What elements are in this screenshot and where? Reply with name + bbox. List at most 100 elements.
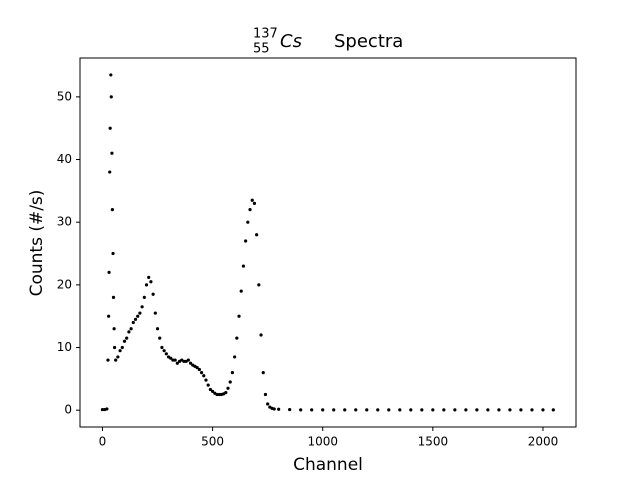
title-mass-number: 137 (253, 27, 278, 42)
data-point (235, 336, 239, 340)
data-point (215, 392, 219, 397)
data-point (354, 408, 358, 412)
data-point (204, 378, 208, 382)
data-point (106, 358, 110, 362)
data-point (151, 292, 155, 296)
data-point (109, 95, 113, 99)
data-point (186, 358, 190, 362)
data-point (100, 407, 105, 412)
data-point (125, 336, 129, 340)
data-point (169, 356, 173, 360)
x-tick-label: 0 (99, 435, 107, 449)
data-point (136, 314, 140, 318)
data-point (486, 408, 490, 412)
data-point (110, 151, 114, 155)
data-point (173, 358, 177, 362)
data-point (239, 289, 243, 293)
data-point (244, 239, 248, 243)
data-point (266, 402, 270, 406)
y-tick-label: 20 (57, 277, 72, 291)
data-point (228, 380, 232, 384)
data-point (255, 233, 259, 237)
data-point (197, 367, 201, 372)
data-point (188, 361, 193, 365)
data-point (288, 407, 292, 412)
title-text: Spectra (334, 31, 403, 52)
x-axis-label: Channel (293, 455, 363, 475)
data-point (153, 311, 157, 315)
data-point (464, 408, 468, 412)
data-point (206, 383, 210, 387)
data-point (158, 336, 162, 340)
data-point (133, 317, 138, 321)
data-point (171, 358, 175, 362)
data-point (147, 275, 151, 279)
data-point (110, 208, 114, 212)
data-point (116, 355, 120, 359)
data-point (108, 126, 112, 130)
data-point (105, 407, 109, 411)
data-point (365, 408, 369, 412)
data-point (530, 408, 534, 412)
data-point (442, 408, 446, 412)
y-tick-label: 0 (64, 403, 72, 417)
data-point (252, 201, 257, 205)
data-point (420, 408, 424, 412)
data-point (272, 407, 276, 411)
data-point (182, 359, 186, 363)
data-point (241, 264, 246, 268)
x-tick-label: 500 (201, 435, 224, 449)
data-point (257, 283, 261, 287)
data-point (259, 333, 263, 337)
data-point (202, 374, 206, 378)
x-tick-label: 2000 (528, 435, 559, 449)
data-point (144, 283, 149, 287)
data-point (541, 408, 545, 412)
data-point (431, 408, 435, 412)
plot-frame (79, 57, 577, 428)
data-point (175, 361, 179, 365)
data-point (140, 305, 144, 309)
data-point (112, 327, 116, 331)
data-point (107, 270, 111, 274)
y-tick-label: 50 (57, 89, 72, 103)
data-point (199, 371, 204, 375)
data-point (217, 392, 221, 397)
data-point (149, 280, 153, 284)
data-point (164, 352, 168, 356)
data-point (299, 408, 303, 412)
data-point (277, 407, 281, 411)
data-point (310, 408, 314, 412)
data-point (453, 408, 457, 412)
data-point (332, 408, 336, 412)
data-point (107, 314, 111, 318)
data-point (109, 73, 113, 77)
data-point (111, 251, 115, 256)
data-point (409, 408, 413, 412)
data-point (210, 389, 215, 394)
data-point (162, 349, 166, 353)
data-point (343, 408, 347, 412)
data-point (237, 314, 241, 318)
data-point (160, 345, 164, 350)
data-point (261, 371, 265, 375)
data-point (387, 408, 391, 412)
y-tick-label: 40 (57, 152, 72, 166)
data-point (122, 339, 127, 343)
data-point (398, 408, 402, 412)
data-point (250, 198, 254, 202)
data-point (108, 170, 112, 174)
data-point (155, 327, 160, 331)
y-tick-label: 10 (57, 340, 72, 354)
data-point (246, 220, 250, 224)
x-tick-label: 1500 (418, 435, 449, 449)
data-point (120, 345, 124, 350)
data-point (551, 408, 555, 412)
data-point (131, 320, 135, 325)
data-point (321, 408, 325, 412)
title-atomic-number: 55 (253, 42, 270, 57)
data-point (129, 327, 133, 331)
data-point (224, 391, 228, 395)
data-point (376, 408, 380, 412)
data-point (112, 345, 117, 350)
